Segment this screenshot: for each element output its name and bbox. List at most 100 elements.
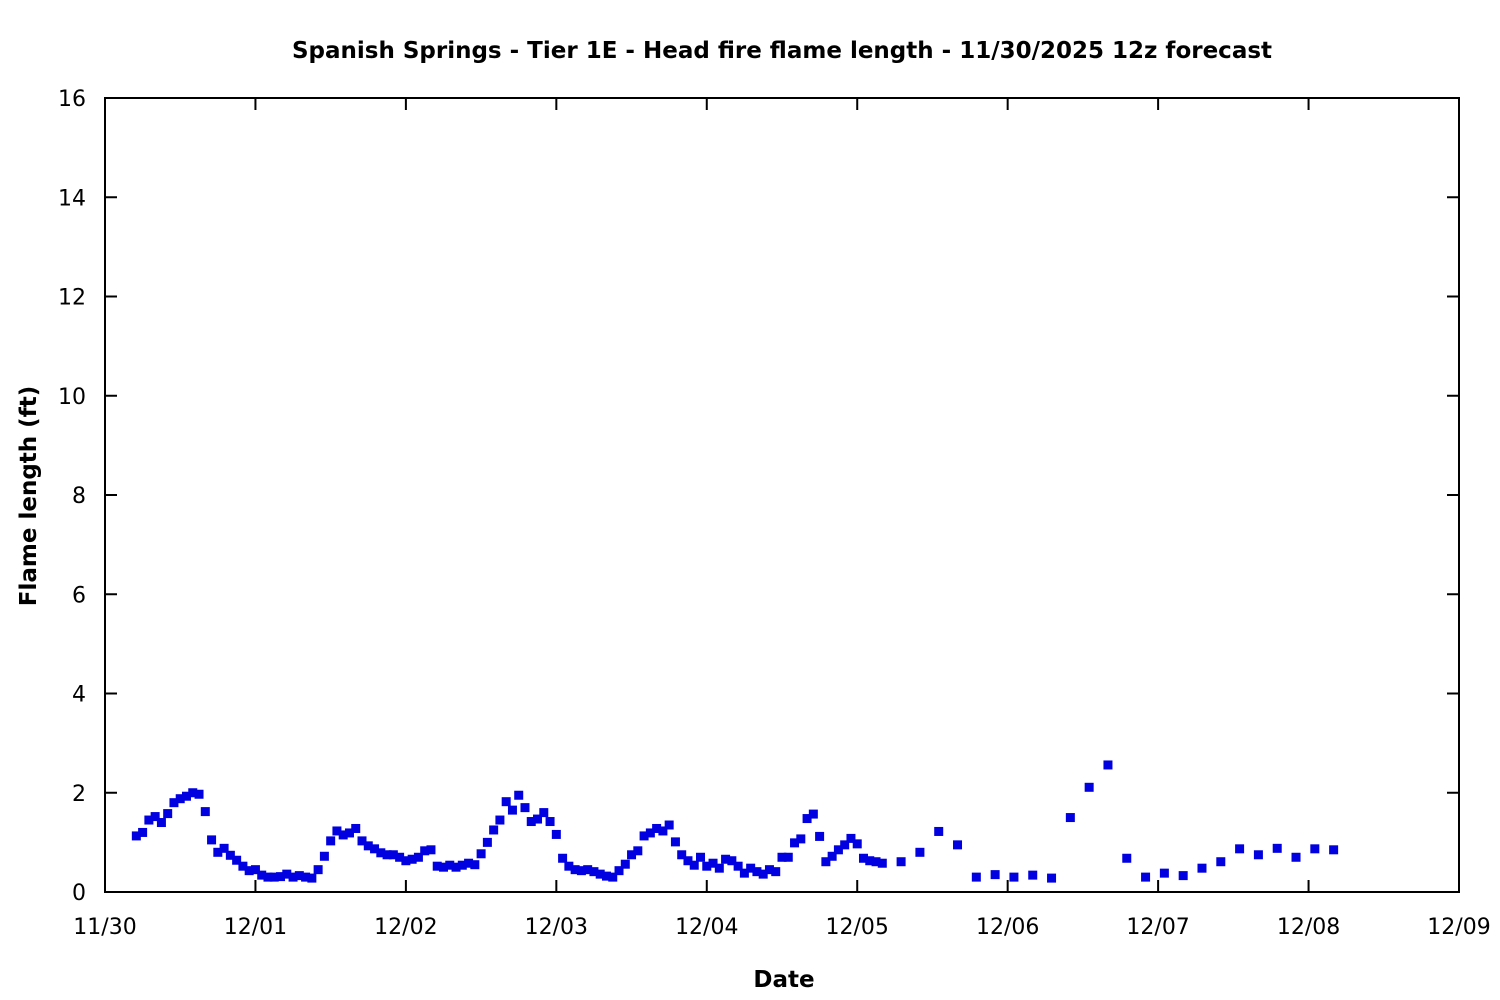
data-point: [764, 865, 774, 875]
data-point: [338, 830, 348, 840]
data-point: [733, 861, 743, 871]
data-point: [1065, 813, 1075, 823]
data-point: [156, 818, 166, 828]
data-point: [507, 805, 517, 815]
data-point: [576, 866, 586, 876]
data-point: [1253, 850, 1263, 860]
data-point: [746, 863, 756, 873]
data-point: [257, 870, 267, 880]
data-point: [326, 836, 336, 846]
x-tick-label: 12/08: [1277, 915, 1340, 940]
data-point: [1310, 844, 1320, 854]
data-point: [689, 860, 699, 870]
y-axis-label: Flame length (ft): [16, 386, 42, 606]
x-tick-label: 12/09: [1427, 915, 1490, 940]
data-point: [771, 867, 781, 877]
data-point: [601, 871, 611, 881]
data-point: [489, 825, 499, 835]
data-point: [1047, 873, 1057, 883]
y-tick-label: 8: [72, 484, 86, 509]
data-point: [645, 828, 655, 838]
data-point: [677, 850, 687, 860]
data-point: [1084, 782, 1094, 792]
data-point: [739, 868, 749, 878]
data-point: [633, 846, 643, 856]
x-tick-label: 12/01: [224, 915, 287, 940]
x-axis-label: Date: [753, 967, 814, 993]
data-point: [595, 869, 605, 879]
data-point: [445, 860, 455, 870]
data-point: [1141, 872, 1151, 882]
data-point: [551, 829, 561, 839]
data-point: [1216, 857, 1226, 867]
data-point: [150, 812, 160, 822]
data-point: [620, 859, 630, 869]
data-point: [652, 823, 662, 833]
data-point: [357, 836, 367, 846]
data-point: [276, 872, 286, 882]
data-point: [470, 860, 480, 870]
data-point: [426, 845, 436, 855]
data-point: [213, 847, 223, 857]
data-point: [232, 855, 242, 865]
data-point: [526, 817, 536, 827]
data-point: [244, 866, 254, 876]
data-point: [815, 831, 825, 841]
data-point: [514, 790, 524, 800]
data-point: [332, 826, 342, 836]
data-point: [796, 834, 806, 844]
data-point: [1329, 845, 1339, 855]
y-tick-label: 12: [58, 286, 86, 311]
data-point: [457, 860, 467, 870]
data-point: [288, 872, 298, 882]
data-point: [313, 865, 323, 875]
data-point: [1178, 871, 1188, 881]
data-point: [269, 872, 279, 882]
data-point: [664, 820, 674, 830]
data-point: [1235, 844, 1245, 854]
data-point: [301, 872, 311, 882]
data-point: [476, 849, 486, 859]
data-point: [344, 828, 354, 838]
data-point: [846, 833, 856, 843]
data-point: [200, 807, 210, 817]
data-point: [382, 850, 392, 860]
data-point: [953, 840, 963, 850]
data-point: [1272, 843, 1282, 853]
x-tick-label: 12/06: [976, 915, 1039, 940]
x-tick-label: 12/04: [675, 915, 738, 940]
data-point: [1122, 853, 1132, 863]
data-point: [658, 826, 668, 836]
data-point: [520, 803, 530, 813]
data-point: [858, 853, 868, 863]
data-point: [852, 839, 862, 849]
x-tick-label: 12/05: [826, 915, 889, 940]
data-point: [1291, 852, 1301, 862]
plot-border: [104, 97, 1460, 893]
data-point: [464, 858, 474, 868]
data-point: [401, 856, 411, 866]
data-point: [413, 852, 423, 862]
x-tick-label: 12/02: [374, 915, 437, 940]
y-tick-label: 2: [72, 782, 86, 807]
data-point: [219, 843, 229, 853]
data-point: [971, 872, 981, 882]
data-point: [777, 852, 787, 862]
data-point: [432, 861, 442, 871]
chart-title: Spanish Springs - Tier 1E - Head fire fl…: [292, 38, 1272, 64]
y-tick-label: 0: [72, 881, 86, 906]
data-points-group: [131, 760, 1339, 883]
data-point: [790, 838, 800, 848]
data-point: [407, 854, 417, 864]
data-point: [495, 815, 505, 825]
data-point: [545, 817, 555, 827]
data-point: [990, 870, 1000, 880]
data-point: [727, 856, 737, 866]
data-point: [708, 858, 718, 868]
data-point: [263, 872, 273, 882]
data-point: [871, 857, 881, 867]
data-point: [783, 852, 793, 862]
data-point: [808, 809, 818, 819]
data-point: [802, 814, 812, 824]
